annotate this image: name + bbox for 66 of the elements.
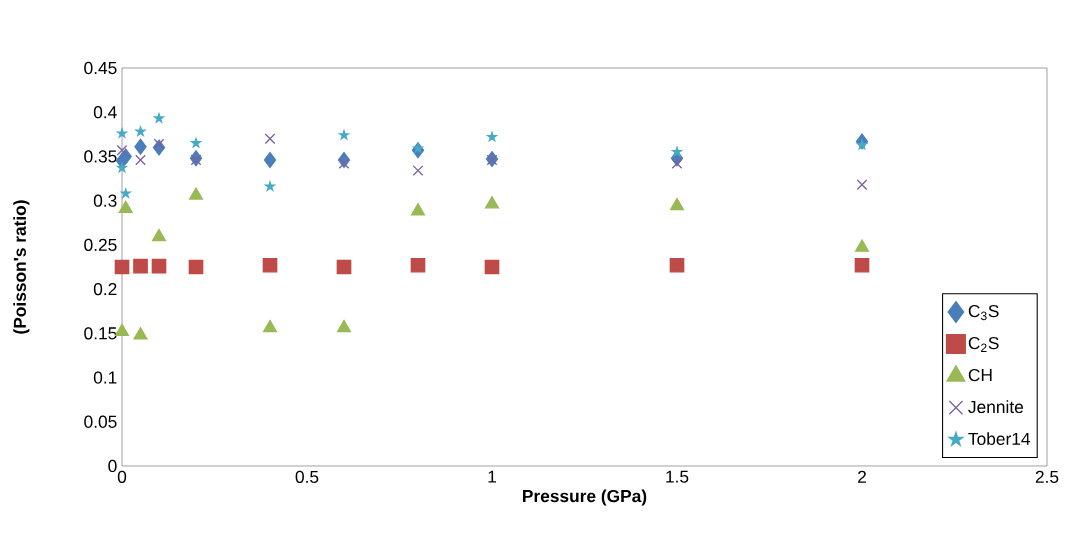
- y-axis-title: (Poisson's ratio): [13, 200, 30, 334]
- point: [671, 158, 683, 169]
- x-axis-title: Pressure (GPa): [523, 489, 647, 506]
- point: [337, 128, 351, 141]
- point: [336, 320, 352, 333]
- y-tick-label: 0.05: [84, 415, 117, 428]
- y-tick-label: 0.15: [84, 327, 117, 340]
- legend-label: CH: [968, 368, 992, 382]
- point: [264, 133, 276, 145]
- point: [188, 259, 204, 275]
- point: [135, 154, 146, 166]
- point: [669, 197, 685, 211]
- point: [485, 130, 499, 143]
- point: [152, 111, 166, 124]
- legend-label: C$_{2}$S: [968, 336, 999, 353]
- y-tick-label: 0.45: [84, 61, 117, 75]
- point: [133, 258, 148, 274]
- point: [262, 257, 278, 273]
- point: [134, 138, 147, 155]
- point: [855, 138, 869, 151]
- y-tick-label: 0.35: [84, 150, 117, 163]
- point: [118, 200, 133, 213]
- legend-label: Tober14: [968, 432, 1031, 445]
- point: [134, 125, 147, 138]
- x-tick-label: 1: [488, 470, 496, 483]
- point: [412, 165, 424, 176]
- point: [263, 151, 277, 168]
- point: [116, 144, 128, 156]
- y-tick-label: 0.1: [93, 371, 117, 384]
- x-tick-label: 2.5: [1035, 470, 1059, 483]
- point: [410, 257, 426, 273]
- point: [484, 196, 500, 209]
- point: [114, 259, 130, 275]
- x-tick-label: 0.5: [295, 470, 319, 483]
- y-tick-label: 0.3: [93, 194, 117, 207]
- point: [133, 327, 148, 340]
- point: [119, 148, 132, 165]
- point: [411, 141, 425, 154]
- legend-label: Jennite: [968, 400, 1024, 414]
- point: [153, 138, 165, 150]
- point: [669, 257, 685, 273]
- point: [338, 158, 350, 169]
- x-tick-label: 2: [858, 470, 866, 483]
- point: [115, 126, 129, 139]
- point: [190, 154, 202, 166]
- y-tick-label: 0.2: [93, 282, 117, 296]
- y-tick-label: 0: [108, 459, 117, 473]
- point: [189, 136, 203, 149]
- point: [263, 179, 277, 192]
- point: [188, 187, 204, 200]
- point: [854, 257, 870, 273]
- legend-label: C$_{3}$S: [968, 304, 999, 321]
- point: [484, 259, 500, 275]
- point: [336, 259, 352, 275]
- x-tick-label: 1.5: [666, 470, 689, 483]
- point: [151, 258, 167, 274]
- point: [151, 228, 167, 242]
- point: [262, 320, 278, 333]
- point: [856, 179, 868, 191]
- y-tick-label: 0.25: [84, 238, 117, 252]
- point: [115, 161, 129, 174]
- point: [410, 203, 426, 216]
- point: [854, 239, 870, 252]
- point: [670, 145, 684, 158]
- y-tick-label: 0.4: [93, 106, 117, 119]
- x-tick-label: 0: [117, 470, 127, 483]
